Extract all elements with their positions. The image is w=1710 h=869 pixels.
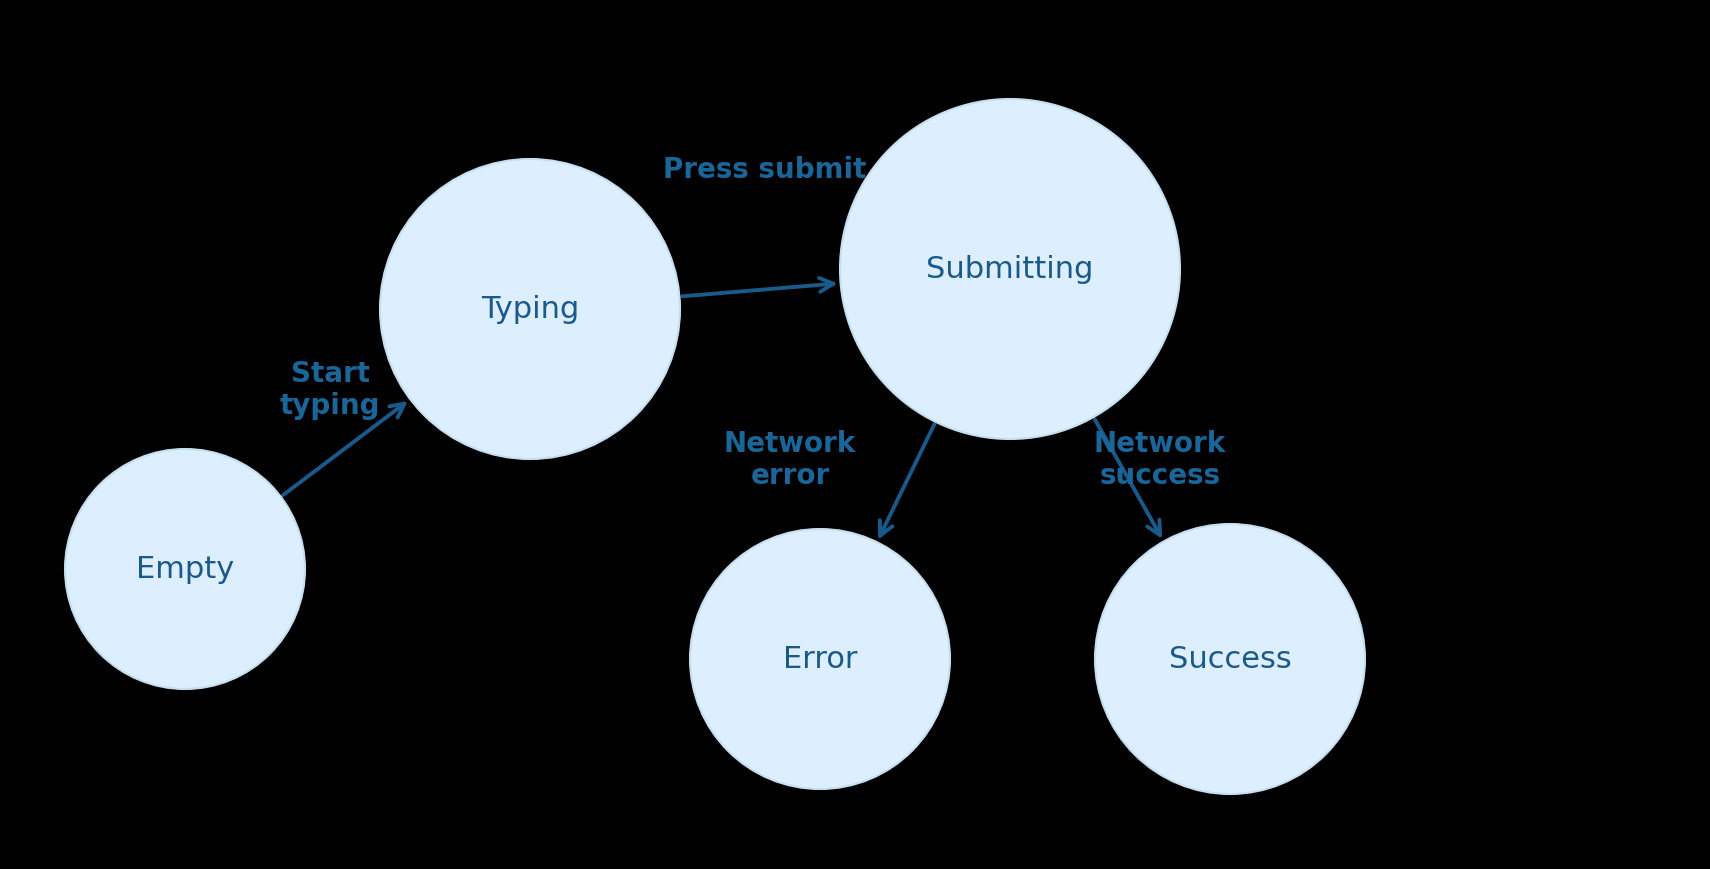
Text: Empty: Empty xyxy=(135,555,234,584)
Text: Success: Success xyxy=(1168,645,1291,673)
Text: Typing: Typing xyxy=(481,295,580,324)
Text: Network
success: Network success xyxy=(1094,429,1226,489)
Text: Start
typing: Start typing xyxy=(280,360,380,420)
Circle shape xyxy=(691,529,951,789)
Circle shape xyxy=(380,160,681,460)
Circle shape xyxy=(1094,524,1365,794)
Text: Network
error: Network error xyxy=(723,429,857,489)
Circle shape xyxy=(65,449,304,689)
Text: Press submit: Press submit xyxy=(663,156,867,183)
Text: Submitting: Submitting xyxy=(927,255,1094,284)
Circle shape xyxy=(840,100,1180,440)
Text: Error: Error xyxy=(783,645,857,673)
